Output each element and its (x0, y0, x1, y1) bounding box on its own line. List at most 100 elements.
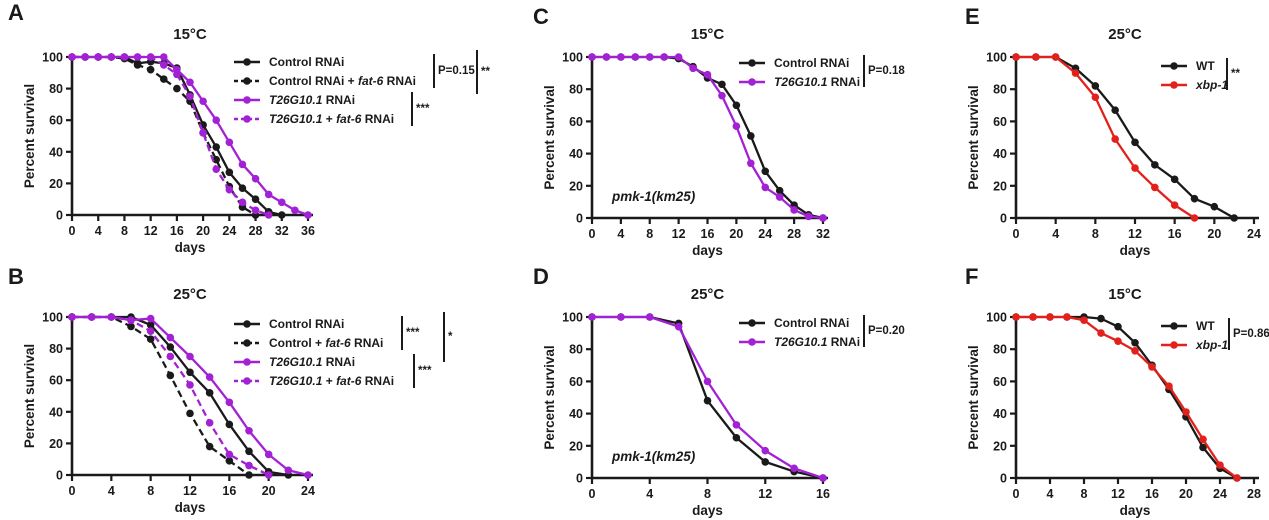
data-point (87, 313, 96, 321)
x-tick-label: 20 (1179, 487, 1193, 501)
data-point (1080, 316, 1088, 325)
data-point (173, 84, 181, 93)
y-tick-label: 100 (42, 311, 63, 325)
data-point (732, 421, 741, 429)
legend-E: WT xbp-1 ** (1160, 56, 1265, 106)
legend-entry: Control RNAi (233, 314, 513, 333)
legend-label: xbp-1 (1196, 77, 1229, 92)
legend-entry: xbp-1 (1160, 75, 1265, 94)
legend-label: Control RNAi (269, 316, 345, 331)
data-point (245, 471, 253, 479)
data-point (1151, 161, 1159, 169)
data-point (1046, 313, 1054, 321)
y-tick-label: 40 (569, 407, 583, 421)
data-point (159, 75, 168, 83)
survival-plot-B: 0 4 8 12 16 20 24 0 20 40 60 80 100 days Percent survi… (22, 311, 315, 516)
data-point (225, 185, 234, 194)
data-point (674, 322, 683, 331)
data-point (703, 70, 712, 79)
legend-D: Control RNAi T26G10.1 RNAi P=0.20 (738, 313, 905, 363)
panel-B: B 25°C 0 4 8 12 16 20 24 0 20 40 60 80 100 days Percen… (0, 260, 500, 520)
data-point (251, 206, 260, 215)
x-tick-label: 12 (144, 224, 158, 238)
x-tick-label: 32 (816, 227, 830, 241)
legend-label: Control RNAi (774, 315, 850, 330)
stat-label: P=0.86 (1233, 328, 1269, 340)
x-tick-label: 16 (816, 487, 830, 501)
survival-plot-C: 0 4 8 12 16 20 24 28 32 0 20 40 60 80 100 days Percent s… (542, 51, 830, 259)
plot-title: 25°C (690, 286, 725, 303)
y-tick-label: 60 (569, 115, 583, 129)
data-point (146, 65, 155, 74)
data-point (225, 456, 234, 465)
x-tick-label: 28 (787, 227, 801, 241)
panel-label-D: D (533, 264, 549, 289)
legend-label: Control + fat-6 RNAi (269, 335, 384, 350)
x-tick-label: 0 (589, 227, 596, 241)
data-point (588, 313, 596, 321)
data-point (225, 420, 234, 429)
data-point (1216, 461, 1224, 469)
solid-line-marker-icon (1161, 80, 1187, 89)
legend-F: WT xbp-1 P=0.86 (1160, 316, 1269, 366)
data-point (602, 53, 611, 61)
series-curve-3 (68, 53, 273, 219)
legend-A: Control RNAi Control RNAi + fat-6 RNAi T26… (233, 50, 513, 142)
data-point (277, 198, 286, 207)
data-point (212, 165, 221, 173)
data-point (199, 129, 207, 137)
y-tick-label: 100 (986, 51, 1007, 65)
x-tick-label: 24 (1247, 227, 1261, 241)
data-point (264, 471, 273, 479)
legend-entry: Control + fat-6 RNAi (233, 333, 513, 352)
plot-title: 15°C (1108, 286, 1142, 303)
data-point (166, 343, 175, 351)
dashed-line-marker-icon (234, 76, 260, 85)
stat-bracket: ** (476, 50, 490, 94)
plot-title: 15°C (173, 26, 207, 43)
legend-C: Control RNAi T26G10.1 RNAi P=0.18 (738, 53, 905, 103)
data-point (1199, 443, 1207, 452)
x-tick-label: 28 (249, 224, 263, 238)
stat-label: P=0.15 (438, 65, 475, 77)
y-tick-label: 40 (993, 147, 1007, 161)
legend-label: WT (1196, 318, 1215, 333)
x-tick-label: 16 (222, 484, 236, 498)
legend-entry: T26G10.1 RNAi (233, 352, 513, 371)
series-curve-1 (1012, 313, 1241, 482)
solid-line-marker-icon (234, 95, 260, 104)
x-tick-label: 8 (121, 224, 128, 238)
x-tick-label: 0 (69, 484, 76, 498)
data-point (120, 53, 129, 61)
legend-label: WT (1196, 58, 1215, 73)
data-point (631, 53, 640, 61)
x-tick-label: 8 (704, 487, 711, 501)
data-point (790, 206, 798, 214)
data-point (133, 61, 142, 69)
solid-line-marker-icon (1161, 61, 1187, 70)
stat-bracket: *** (401, 316, 419, 350)
data-point (645, 53, 654, 61)
plot-title: 25°C (1108, 26, 1142, 43)
data-point (251, 174, 260, 183)
data-point (68, 53, 76, 61)
survival-plot-A: 0 4 8 12 16 20 24 28 32 36 0 20 40 60 80 100 days Percent… (22, 51, 315, 256)
data-point (245, 461, 253, 470)
panel-label-C: C (533, 4, 549, 29)
solid-line-marker-icon (234, 357, 260, 366)
data-point (225, 168, 234, 177)
data-point (1233, 474, 1241, 482)
y-tick-label: 80 (49, 342, 63, 356)
y-tick-label: 100 (562, 51, 583, 65)
data-point (186, 352, 194, 361)
data-point (127, 316, 135, 324)
data-point (225, 398, 234, 407)
data-point (1032, 53, 1040, 61)
data-point (819, 214, 827, 222)
data-point (674, 53, 683, 61)
stat-label: ** (481, 66, 490, 78)
x-axis-label: days (692, 243, 723, 258)
panel-label-B: B (8, 264, 24, 289)
y-tick-label: 40 (49, 145, 63, 159)
data-point (186, 92, 194, 101)
